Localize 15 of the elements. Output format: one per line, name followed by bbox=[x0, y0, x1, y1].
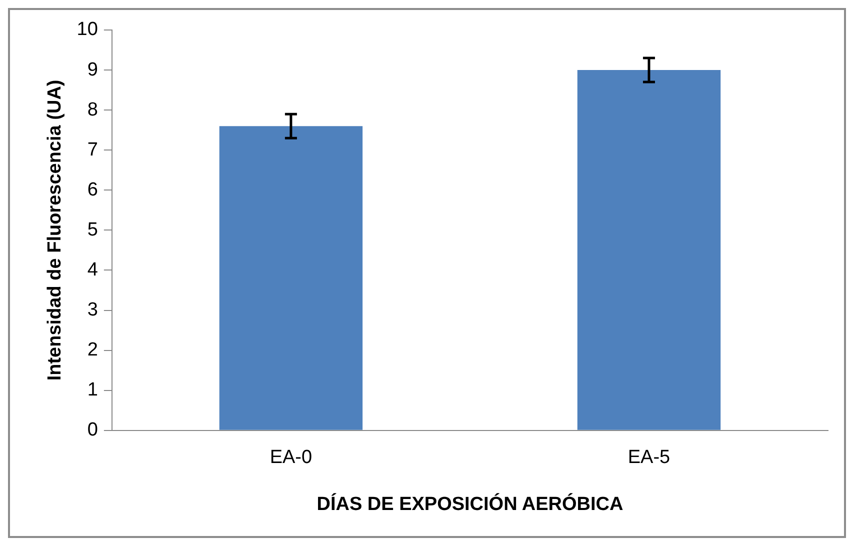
y-tick-label: 6 bbox=[87, 179, 98, 200]
y-tick-label: 5 bbox=[87, 219, 98, 240]
y-tick-label: 1 bbox=[87, 380, 98, 401]
y-tick-label: 8 bbox=[87, 99, 98, 120]
y-tick-label: 7 bbox=[87, 139, 98, 160]
y-tick-label: 3 bbox=[87, 300, 98, 321]
y-axis-title: Intensidad de Fluorescencia (UA) bbox=[44, 80, 66, 381]
x-tick-label: EA-5 bbox=[628, 447, 670, 468]
y-tick-label: 2 bbox=[87, 340, 98, 361]
y-tick-label: 9 bbox=[87, 59, 98, 80]
x-axis-title: DÍAS DE EXPOSICIÓN AERÓBICA bbox=[316, 492, 624, 515]
x-tick-label: EA-0 bbox=[270, 447, 312, 468]
y-tick-label: 4 bbox=[87, 259, 98, 280]
y-tick-label: 0 bbox=[87, 420, 98, 441]
y-tick-label: 10 bbox=[76, 19, 98, 40]
